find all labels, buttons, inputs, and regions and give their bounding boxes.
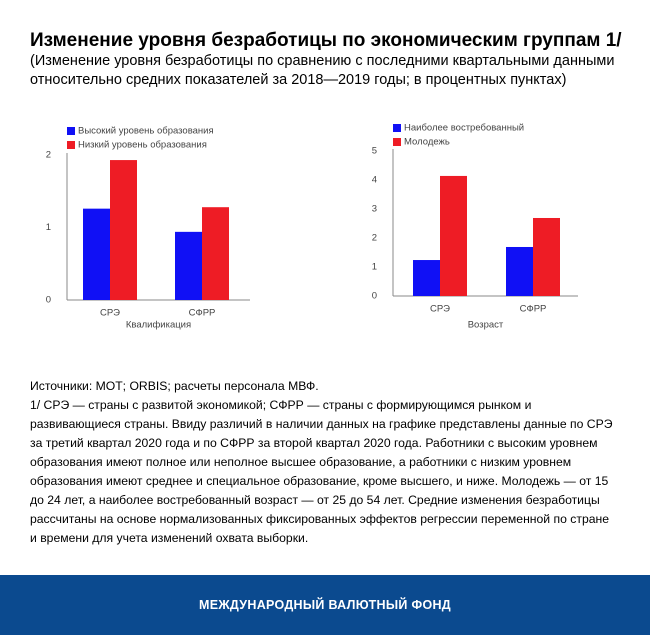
title: Изменение уровня безработицы по экономич… — [30, 30, 622, 51]
legend-swatch — [67, 141, 75, 149]
legend-label: Молодежь — [404, 137, 450, 148]
y-tick-label: 2 — [46, 150, 51, 161]
bar — [110, 160, 137, 300]
bar — [175, 231, 202, 300]
charts: 0 1 2 Высокий уровень образования Низкий уро… — [46, 123, 578, 331]
legend-swatch — [67, 127, 75, 135]
subtitle: (Изменение уровня безработицы по сравнен… — [30, 53, 615, 69]
y-tick-label: 4 — [372, 175, 377, 186]
note: 1/ СРЭ — страны с развитой экономикой; С… — [30, 398, 613, 545]
legend-swatch — [393, 138, 401, 146]
bar — [506, 246, 533, 296]
bar — [440, 175, 467, 296]
bar — [202, 207, 229, 300]
subtitle: относительно средних показателей за 2018… — [30, 72, 567, 88]
legend-label: Наиболее востребованный — [404, 123, 524, 134]
legend-label: Высокий уровень образования — [78, 126, 214, 137]
y-tick-label: 3 — [372, 204, 377, 215]
x-tick-label: СРЭ — [430, 304, 450, 315]
bar — [413, 260, 440, 296]
x-tick-label: СФРР — [520, 304, 547, 315]
y-tick-label: 1 — [372, 262, 377, 273]
footer: МЕЖДУНАРОДНЫЙ ВАЛЮТНЫЙ ФОНД — [0, 575, 650, 635]
y-tick-label: 2 — [372, 233, 377, 244]
legend-label: Низкий уровень образования — [78, 140, 207, 151]
x-tick-label: СРЭ — [100, 308, 120, 319]
y-tick-label: 5 — [372, 146, 377, 157]
x-axis-title: Квалификация — [126, 320, 191, 331]
x-axis-title: Возраст — [468, 320, 504, 331]
y-tick-label: 0 — [372, 291, 377, 302]
bar — [83, 208, 110, 300]
y-tick-label: 0 — [46, 295, 51, 306]
sources: Источники: МОТ; ORBIS; расчеты персонала… — [30, 379, 319, 393]
y-tick-label: 1 — [46, 222, 51, 233]
x-tick-label: СФРР — [189, 308, 216, 319]
legend-swatch — [393, 124, 401, 132]
notes: Источники: МОТ; ORBIS; расчеты персонала… — [30, 377, 615, 548]
bar — [533, 217, 560, 296]
